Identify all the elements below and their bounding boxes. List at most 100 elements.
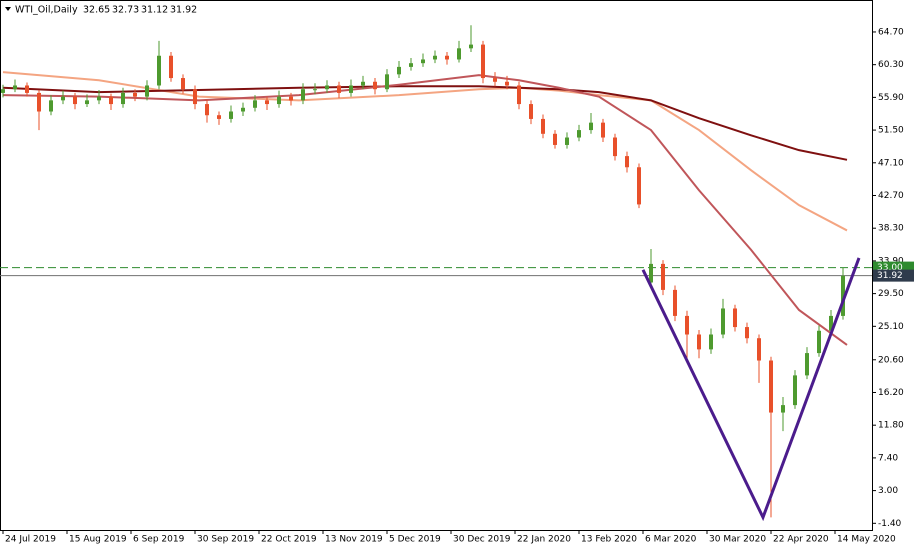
y-tick-label: 38.30: [878, 224, 904, 234]
candle-body: [517, 85, 521, 105]
y-tick-label: 33.90: [878, 256, 904, 266]
x-tick-label: 14 May 2020: [837, 535, 896, 545]
candle-body: [445, 55, 449, 60]
y-tick-label: 3.00: [878, 486, 898, 496]
candle-body: [181, 78, 185, 90]
x-tick-label: 6 Sep 2019: [133, 535, 185, 545]
candle-body: [349, 85, 353, 93]
header-value: 31.12: [141, 5, 168, 16]
candle-body: [253, 100, 257, 108]
candle-body: [721, 308, 725, 335]
candle-body: [433, 55, 437, 60]
trendline: [641, 257, 861, 522]
candle-body: [169, 55, 173, 79]
candle-body: [745, 327, 749, 339]
candle-body: [409, 63, 413, 67]
candle-body: [541, 118, 545, 134]
candle-body: [817, 330, 821, 354]
candle-body: [157, 55, 161, 86]
y-tick-label: 42.70: [878, 191, 904, 201]
header-value: 31.92: [170, 5, 197, 16]
candle-body: [733, 308, 737, 328]
candle-body: [553, 133, 557, 145]
candle-body: [709, 334, 713, 350]
moving-average: [2, 74, 848, 346]
candle-body: [289, 96, 293, 101]
candle-body: [241, 107, 245, 112]
x-tick-label: 13 Nov 2019: [325, 535, 383, 545]
candle-body: [673, 289, 677, 316]
candle-body: [661, 263, 665, 290]
symbol-label: WTI_Oil,Daily: [15, 5, 78, 16]
candle-body: [193, 89, 197, 105]
candle-body: [601, 122, 605, 138]
candle-body: [589, 122, 593, 131]
candle-body: [301, 89, 305, 101]
candle-body: [277, 96, 281, 105]
candle-body: [61, 96, 65, 101]
bid-tag-label: 31.92: [877, 271, 903, 281]
candle-body: [205, 104, 209, 116]
candle-body: [97, 96, 101, 101]
candle-body: [697, 334, 701, 350]
candle-body: [613, 137, 617, 157]
candle-body: [397, 66, 401, 75]
y-tick-label: 16.20: [878, 388, 904, 398]
candle-body: [529, 104, 533, 119]
candle-body: [145, 85, 149, 97]
x-tick-label: 30 Dec 2019: [453, 535, 511, 545]
y-tick-label: 60.30: [878, 60, 904, 70]
candle-body: [625, 156, 629, 168]
candle-body: [565, 137, 569, 145]
candle-body: [373, 81, 377, 90]
candle-body: [457, 48, 461, 60]
moving-average: [2, 85, 848, 161]
candle-body: [133, 92, 137, 97]
candle-body: [49, 100, 53, 112]
y-tick-label: 29.50: [878, 289, 904, 299]
candle-body: [649, 263, 653, 283]
y-tick-label: 20.60: [878, 355, 904, 365]
x-tick-label: 13 Feb 2020: [581, 535, 637, 545]
candle-body: [313, 89, 317, 91]
y-tick-label: -1.40: [878, 519, 902, 529]
x-tick-label: 30 Mar 2020: [709, 535, 766, 545]
candle-body: [757, 338, 761, 361]
candle-body: [217, 115, 221, 119]
candle-body: [109, 96, 113, 105]
candle-body: [493, 78, 497, 82]
candle-body: [829, 315, 833, 331]
x-tick-label: 24 Jul 2019: [5, 535, 56, 545]
candle-body: [265, 100, 269, 105]
candle-body: [37, 92, 41, 112]
x-tick-label: 6 Mar 2020: [645, 535, 697, 545]
level-tag-label: 33.00: [877, 263, 903, 273]
candle-body: [481, 44, 485, 79]
candle-body: [85, 100, 89, 105]
candle-body: [637, 167, 641, 205]
candle-body: [337, 85, 341, 93]
candle-body: [805, 353, 809, 376]
candle-body: [685, 315, 689, 335]
candle-body: [13, 85, 17, 90]
candle-body: [469, 44, 473, 49]
x-tick-label: 30 Sep 2019: [197, 535, 254, 545]
candle-body: [229, 111, 233, 119]
candle-body: [421, 59, 425, 64]
header-value: 32.65: [83, 5, 110, 16]
candle-body: [325, 85, 329, 90]
candle-body: [577, 130, 581, 138]
x-tick-label: 22 Jan 2020: [517, 535, 571, 545]
bid-tag: [873, 269, 914, 282]
y-tick-label: 11.80: [878, 421, 904, 431]
candle-body: [1, 89, 5, 93]
candle-body: [769, 360, 773, 413]
candle-body: [505, 81, 509, 86]
candle-body: [121, 92, 125, 105]
header-ohlc: 32.65 32.73 31.12 31.92: [83, 5, 197, 16]
y-tick-label: 51.50: [878, 126, 904, 136]
candle-body: [793, 375, 797, 406]
y-tick-label: 47.10: [878, 158, 904, 168]
